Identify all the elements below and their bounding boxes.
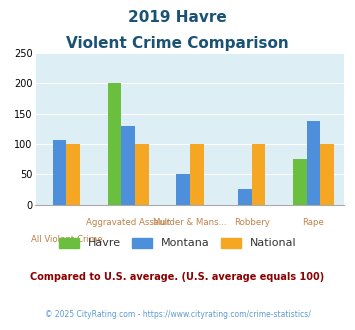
Text: Rape: Rape (302, 218, 324, 227)
Bar (135, 144, 148, 205)
Text: Murder & Mans...: Murder & Mans... (153, 218, 227, 227)
Bar (293, 159, 307, 205)
Bar (121, 126, 135, 205)
Bar (190, 144, 203, 205)
Legend: Havre, Montana, National: Havre, Montana, National (54, 233, 301, 253)
Text: Violent Crime Comparison: Violent Crime Comparison (66, 36, 289, 51)
Bar (108, 83, 121, 205)
Bar (252, 144, 265, 205)
Bar (176, 174, 190, 205)
Bar (66, 144, 80, 205)
Bar (53, 140, 66, 205)
Text: © 2025 CityRating.com - https://www.cityrating.com/crime-statistics/: © 2025 CityRating.com - https://www.city… (45, 310, 310, 319)
Text: Robbery: Robbery (234, 218, 270, 227)
Text: All Violent Crime: All Violent Crime (31, 235, 102, 244)
Text: Aggravated Assault: Aggravated Assault (86, 218, 170, 227)
Bar (238, 189, 252, 205)
Bar (320, 144, 334, 205)
Bar (307, 121, 320, 205)
Text: 2019 Havre: 2019 Havre (128, 10, 227, 25)
Text: Compared to U.S. average. (U.S. average equals 100): Compared to U.S. average. (U.S. average … (31, 272, 324, 282)
